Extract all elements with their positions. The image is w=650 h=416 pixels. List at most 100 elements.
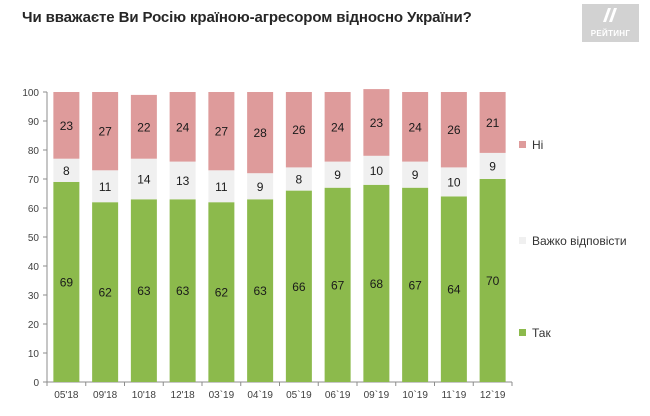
- bar-segment: [363, 184, 390, 382]
- data-label: 14: [137, 173, 151, 187]
- x-tick-label: 05'18: [54, 390, 79, 401]
- x-tick-label: 11`19: [441, 389, 466, 401]
- bar-segment: [169, 161, 196, 200]
- bar-segment: [92, 92, 119, 171]
- y-tick-label: 10: [28, 349, 40, 360]
- data-label: 28: [253, 126, 267, 140]
- data-label: 69: [60, 275, 74, 289]
- data-label: 24: [331, 120, 345, 134]
- bar-segment: [53, 181, 80, 382]
- data-label: 24: [176, 120, 190, 134]
- x-tick-label: 09'18: [93, 390, 118, 401]
- data-label: 11: [215, 180, 228, 194]
- data-label: 11: [99, 180, 112, 194]
- bar-segment: [285, 92, 312, 168]
- bar-segment: [247, 173, 274, 200]
- data-label: 70: [486, 274, 500, 288]
- bar-segment: [130, 158, 157, 200]
- data-label: 23: [60, 119, 74, 133]
- data-label: 63: [137, 284, 151, 298]
- bar-segment: [169, 92, 196, 162]
- x-tick-label: 10'18: [132, 390, 157, 401]
- bar-segment: [479, 92, 506, 153]
- y-tick-label: 100: [22, 88, 39, 99]
- bar-segment: [479, 179, 506, 382]
- data-label: 10: [370, 164, 384, 178]
- chart-title: Чи вважаєте Ви Росію країною-агресором в…: [22, 9, 472, 26]
- data-label: 21: [486, 116, 500, 130]
- bar-segment: [440, 92, 467, 168]
- bars: [53, 89, 506, 382]
- bar-segment: [479, 152, 506, 179]
- data-label: 23: [370, 116, 384, 130]
- y-tick-label: 40: [28, 262, 40, 273]
- bar-segment: [440, 196, 467, 382]
- y-tick-label: 70: [28, 175, 40, 186]
- data-label: 10: [447, 175, 461, 189]
- data-label: 67: [331, 278, 345, 292]
- brand-name: РЕЙТИНГ: [590, 29, 631, 38]
- data-label: 22: [137, 120, 151, 134]
- bar-segment: [402, 161, 429, 188]
- bar-segment: [53, 92, 80, 159]
- bar-segment: [285, 190, 312, 382]
- legend-swatch-yes: [519, 329, 526, 336]
- data-label: 63: [176, 284, 190, 298]
- x-tick-label: 12`19: [480, 389, 506, 401]
- data-label: 8: [63, 164, 70, 178]
- data-label: 68: [370, 277, 384, 291]
- data-label: 67: [408, 278, 422, 292]
- bar-segment: [208, 170, 235, 203]
- bar-segment: [208, 92, 235, 171]
- bar-segment: [402, 92, 429, 162]
- legend-label-hard-to-say: Важко відповісти: [532, 234, 627, 248]
- legend-label-yes: Так: [532, 326, 551, 340]
- bar-segment: [247, 92, 274, 174]
- bar-segment: [324, 187, 351, 382]
- data-label: 64: [447, 283, 461, 297]
- data-label: 27: [215, 125, 229, 139]
- data-label: 9: [489, 159, 496, 173]
- bar-segment: [92, 170, 119, 203]
- data-label: 27: [98, 125, 112, 139]
- legend-swatch-hard-to-say: [519, 237, 526, 244]
- y-tick-label: 90: [28, 117, 40, 128]
- bar-segment: [402, 187, 429, 382]
- x-tick-label: 05`19: [286, 389, 312, 401]
- x-tick-label: 12'18: [171, 390, 196, 401]
- bar-segment: [324, 92, 351, 162]
- x-tick-label: 09`19: [364, 389, 390, 401]
- x-tick-label: 04`19: [247, 389, 273, 401]
- bar-segment: [53, 158, 80, 182]
- bar-segment: [440, 167, 467, 197]
- y-tick-label: 20: [28, 320, 40, 331]
- bar-segment: [247, 199, 274, 382]
- x-tick-label: 06`19: [325, 389, 351, 401]
- data-label: 13: [176, 174, 190, 188]
- bar-segment: [92, 202, 119, 382]
- bar-segment: [130, 199, 157, 382]
- bar-segment: [363, 89, 390, 156]
- y-tick-label: 50: [28, 233, 40, 244]
- data-label: 26: [447, 123, 461, 137]
- bar-segment: [324, 161, 351, 188]
- data-label: 62: [215, 286, 229, 300]
- y-tick-label: 30: [28, 291, 40, 302]
- legend-swatch-no: [519, 141, 526, 148]
- axes: 0 10 20 30 40 50 60 70 80 90 100 05'18 09'18 10'18 12'…: [22, 88, 513, 401]
- data-label: 63: [253, 284, 267, 298]
- brand-logo: РЕЙТИНГ: [582, 4, 639, 42]
- bar-segment: [285, 167, 312, 191]
- data-label: 8: [296, 173, 303, 187]
- legend-label-no: Ні: [532, 138, 544, 152]
- bar-segment: [363, 155, 390, 185]
- x-tick-label: 03`19: [209, 389, 235, 401]
- bar-segment: [169, 199, 196, 382]
- y-tick-label: 80: [28, 146, 40, 157]
- y-tick-label: 0: [33, 378, 39, 389]
- y-tick-label: 60: [28, 204, 40, 215]
- logo-mark-icon: [603, 8, 617, 22]
- data-label: 66: [292, 280, 306, 294]
- bar-segment: [130, 94, 157, 159]
- bar-segment: [208, 202, 235, 382]
